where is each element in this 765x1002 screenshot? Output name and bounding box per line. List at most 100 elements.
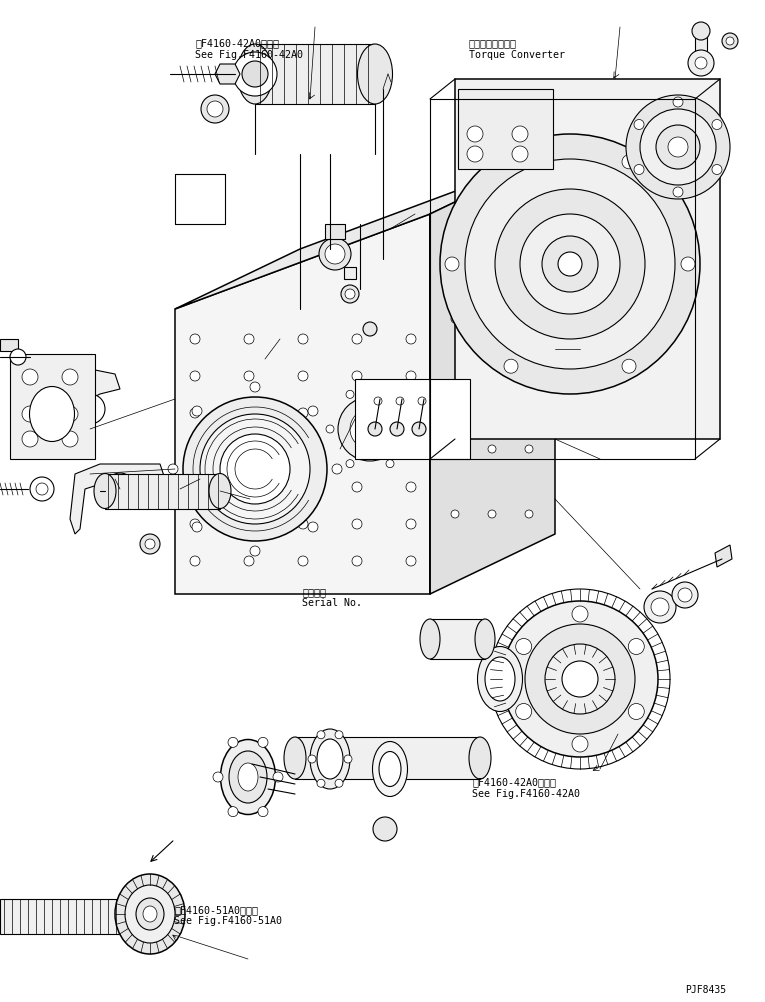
Circle shape (390, 423, 404, 437)
Circle shape (22, 407, 38, 423)
Circle shape (520, 214, 620, 315)
Circle shape (10, 350, 26, 366)
Circle shape (308, 522, 318, 532)
Circle shape (512, 127, 528, 143)
Circle shape (634, 120, 644, 130)
Circle shape (346, 460, 354, 468)
Polygon shape (105, 475, 220, 509)
Circle shape (495, 189, 645, 340)
Circle shape (62, 370, 78, 386)
Text: 適用号機
Serial No.: 適用号機 Serial No. (302, 586, 362, 608)
Circle shape (628, 703, 644, 719)
Ellipse shape (136, 898, 164, 930)
Circle shape (326, 426, 334, 434)
Polygon shape (60, 370, 120, 460)
Text: PJF8435: PJF8435 (685, 984, 726, 994)
Circle shape (465, 160, 675, 370)
Ellipse shape (229, 752, 267, 804)
Ellipse shape (237, 45, 272, 105)
Circle shape (317, 731, 325, 739)
Circle shape (406, 372, 416, 382)
Polygon shape (455, 80, 720, 440)
Circle shape (451, 250, 459, 259)
Circle shape (308, 407, 318, 417)
Polygon shape (175, 214, 430, 594)
Polygon shape (70, 465, 165, 534)
Circle shape (502, 601, 658, 758)
Circle shape (228, 807, 238, 817)
Bar (355, 380, 470, 460)
Circle shape (440, 135, 700, 395)
Polygon shape (0, 899, 120, 934)
Text: トルクコンバータ
Torque Converter: トルクコンバータ Torque Converter (469, 38, 565, 60)
Circle shape (396, 398, 404, 406)
Circle shape (672, 582, 698, 608)
Circle shape (516, 639, 532, 655)
Circle shape (488, 446, 496, 454)
Bar (430, 619, 485, 659)
Circle shape (244, 335, 254, 345)
Circle shape (145, 539, 155, 549)
Circle shape (244, 372, 254, 382)
Polygon shape (430, 155, 555, 594)
Circle shape (622, 360, 636, 374)
Ellipse shape (238, 764, 258, 792)
Circle shape (62, 432, 78, 448)
Ellipse shape (209, 474, 231, 509)
Circle shape (250, 546, 260, 556)
Circle shape (258, 737, 268, 747)
Circle shape (386, 391, 394, 399)
Circle shape (308, 756, 316, 764)
Circle shape (572, 606, 588, 622)
Circle shape (418, 398, 426, 406)
Circle shape (726, 38, 734, 46)
Circle shape (451, 316, 459, 324)
Circle shape (673, 187, 683, 197)
Ellipse shape (310, 729, 350, 790)
Circle shape (504, 155, 518, 169)
Circle shape (406, 446, 416, 456)
Circle shape (695, 58, 707, 70)
Circle shape (504, 360, 518, 374)
Circle shape (558, 253, 582, 277)
Circle shape (325, 244, 345, 265)
Bar (255, 45, 375, 105)
Circle shape (298, 372, 308, 382)
Circle shape (298, 446, 308, 456)
Circle shape (190, 409, 200, 419)
Circle shape (168, 465, 178, 475)
Circle shape (190, 335, 200, 345)
Circle shape (516, 703, 532, 719)
Circle shape (190, 556, 200, 566)
Circle shape (656, 126, 700, 169)
Ellipse shape (125, 885, 175, 943)
Circle shape (451, 446, 459, 454)
Ellipse shape (284, 737, 306, 780)
Circle shape (681, 258, 695, 272)
Circle shape (258, 807, 268, 817)
Circle shape (445, 258, 459, 272)
Circle shape (344, 756, 352, 764)
Circle shape (352, 372, 362, 382)
Circle shape (488, 381, 496, 389)
Circle shape (412, 423, 426, 437)
Circle shape (488, 250, 496, 259)
Circle shape (628, 639, 644, 655)
Circle shape (345, 290, 355, 300)
Circle shape (406, 335, 416, 345)
Circle shape (572, 736, 588, 753)
Circle shape (190, 446, 200, 456)
Bar (344, 268, 356, 280)
Text: 第F4160-51A0図参照
See Fig.F4160-51A0: 第F4160-51A0図参照 See Fig.F4160-51A0 (174, 904, 282, 926)
Circle shape (673, 98, 683, 108)
Bar (695, 32, 707, 62)
Circle shape (335, 731, 343, 739)
Circle shape (298, 409, 308, 419)
Ellipse shape (469, 737, 491, 780)
Polygon shape (175, 155, 555, 310)
Circle shape (386, 460, 394, 468)
Bar (295, 737, 480, 780)
Circle shape (36, 484, 48, 496)
Text: 第F4160-42A0図参照
See Fig.F4160-42A0: 第F4160-42A0図参照 See Fig.F4160-42A0 (472, 777, 580, 799)
Circle shape (200, 415, 310, 524)
